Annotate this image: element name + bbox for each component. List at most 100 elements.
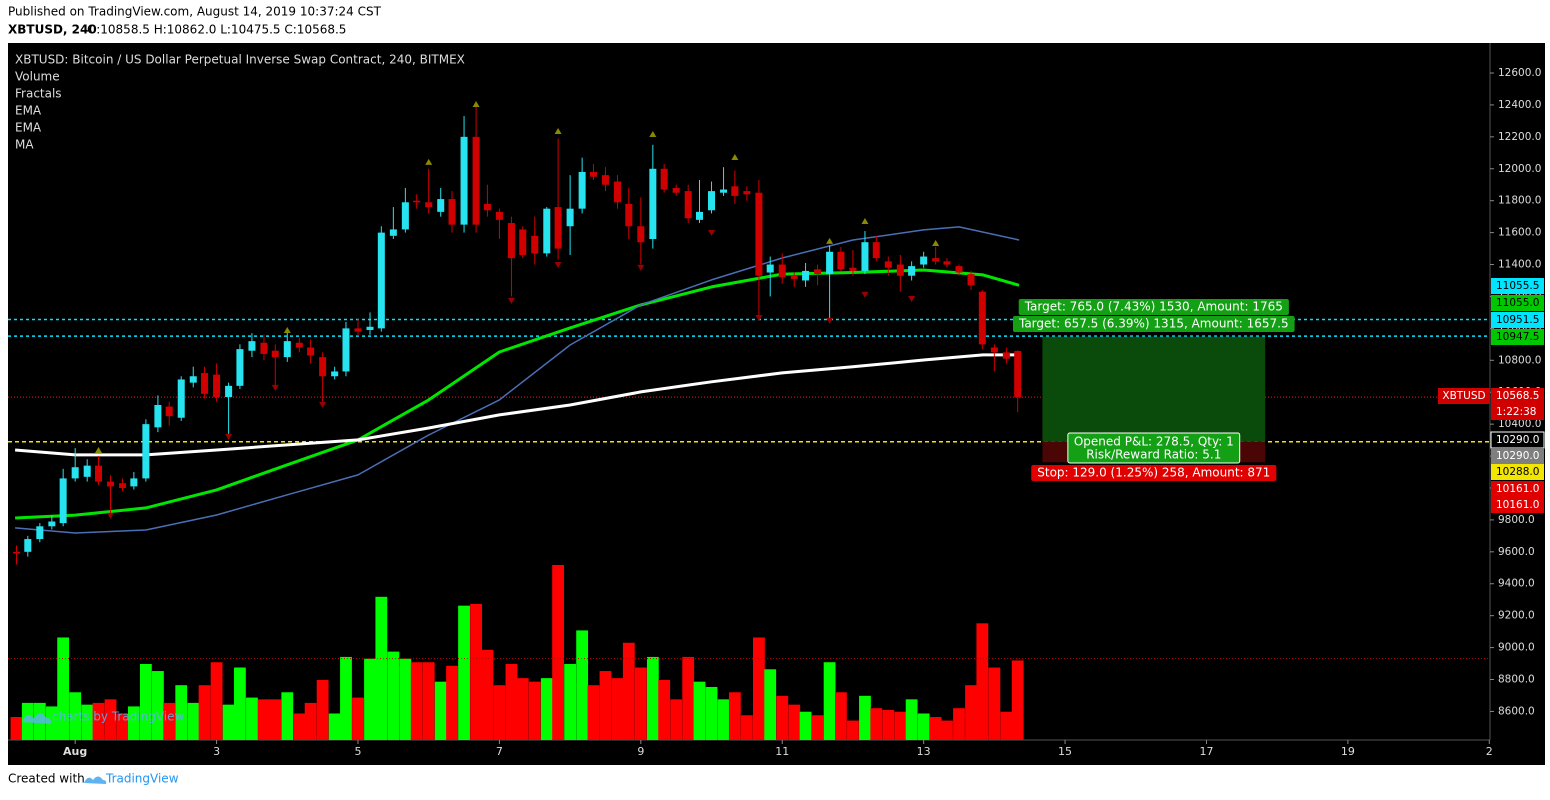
volume-bar: [163, 702, 176, 740]
fractal-down: [755, 315, 763, 322]
volume-bar: [705, 686, 718, 740]
fractal-up: [283, 326, 291, 333]
candle-body: [519, 229, 527, 255]
candle-body: [649, 168, 657, 239]
volume-bar: [870, 708, 883, 740]
volume-bar: [458, 605, 470, 740]
indicator-name: EMA: [15, 121, 42, 135]
target-label: Target: 765.0 (7.43%) 1530, Amount: 1765: [1024, 300, 1283, 314]
candle-body: [554, 207, 562, 249]
volume-bar: [493, 685, 506, 740]
x-tick-label: 19: [1341, 745, 1355, 758]
price-tag: 11055.5: [1496, 280, 1539, 292]
candle-body: [601, 175, 609, 185]
candle-body: [495, 211, 503, 220]
fractal-down: [225, 433, 233, 440]
position-profit: [1042, 336, 1266, 442]
candle-body: [83, 465, 91, 477]
candle-body: [861, 242, 869, 271]
volume-bar: [634, 667, 647, 740]
volume-bar: [210, 662, 223, 740]
price-tag: 10951.5: [1496, 314, 1539, 326]
price-tag-bg: [1491, 312, 1544, 328]
price-tag-bg: [1491, 464, 1544, 480]
fractal-up: [861, 217, 869, 224]
indicator-name: Fractals: [15, 87, 62, 101]
x-tick-label: 2: [1486, 745, 1493, 758]
y-tick-label: 12000.0: [1498, 163, 1541, 175]
volume-bar: [740, 715, 753, 740]
x-tick-label: Aug: [63, 745, 87, 758]
fractal-down: [554, 262, 562, 269]
candle-body: [142, 424, 150, 479]
candle-body: [377, 232, 385, 329]
x-tick-label: 13: [917, 745, 931, 758]
candle-body: [543, 208, 551, 254]
candle-body: [260, 342, 268, 354]
volume-bar: [693, 681, 706, 740]
x-tick-label: 15: [1058, 745, 1072, 758]
volume-bar: [917, 713, 930, 740]
candle-body: [48, 521, 56, 527]
volume-bar: [882, 709, 895, 740]
x-tick-label: 7: [496, 745, 503, 758]
y-tick-label: 10800.0: [1498, 354, 1541, 366]
candle-body: [331, 371, 339, 377]
price-tag-bg: [1491, 278, 1544, 294]
candle-body: [837, 251, 845, 270]
candle-body: [271, 350, 279, 358]
volume-bar: [752, 637, 765, 740]
candle-body: [460, 136, 468, 225]
chart-background: [8, 43, 1545, 765]
candle-body: [94, 465, 103, 482]
fractal-up: [731, 153, 739, 160]
candle-body: [283, 341, 291, 358]
candle-body: [413, 200, 421, 203]
price-tag-bg: [1491, 295, 1544, 311]
y-tick-label: 8600.0: [1498, 705, 1535, 717]
volume-bar: [234, 667, 246, 740]
candle-body: [932, 258, 940, 262]
volume-bar: [552, 565, 564, 740]
volume-bar: [622, 642, 635, 740]
volume-bar: [258, 699, 270, 740]
volume-bar: [340, 656, 352, 740]
y-tick-label: 9400.0: [1498, 578, 1535, 590]
candle-body: [342, 328, 350, 372]
candle-body: [472, 136, 480, 225]
candle-body: [401, 202, 409, 230]
candle-body: [672, 187, 680, 193]
candle-body: [165, 406, 173, 417]
price-tag: 10161.0: [1496, 499, 1539, 511]
volume-bar: [139, 663, 152, 740]
brand: TradingView: [105, 772, 179, 786]
volume-bar: [92, 702, 105, 740]
volume-bar: [823, 662, 836, 740]
watermark-icon: [22, 713, 52, 724]
candle-body: [119, 483, 127, 488]
candle-body: [12, 551, 20, 554]
y-tick-label: 9600.0: [1498, 546, 1535, 558]
candle-body: [566, 208, 574, 227]
y-tick-label: 8800.0: [1498, 674, 1535, 686]
volume-bar: [222, 704, 235, 740]
volume-bar: [10, 717, 23, 740]
fractal-down: [107, 512, 115, 519]
volume-bar: [281, 692, 294, 740]
candle-body: [660, 168, 668, 190]
candle-body: [849, 267, 857, 271]
y-tick-label: 9800.0: [1498, 514, 1535, 526]
candle-body: [130, 478, 138, 487]
volume-bar: [422, 662, 435, 740]
candle-body: [589, 171, 597, 177]
stop-label: Stop: 129.0 (1.25%) 258, Amount: 871: [1037, 466, 1270, 480]
volume-bar: [410, 662, 423, 740]
candle-body: [425, 202, 433, 208]
candle-body: [295, 342, 303, 348]
candle-body: [236, 349, 244, 386]
candle-body: [978, 291, 986, 345]
candle-body: [790, 275, 798, 279]
pnl-bg: [1067, 432, 1241, 464]
volume-bar: [434, 681, 447, 740]
volume-bar: [57, 637, 70, 740]
